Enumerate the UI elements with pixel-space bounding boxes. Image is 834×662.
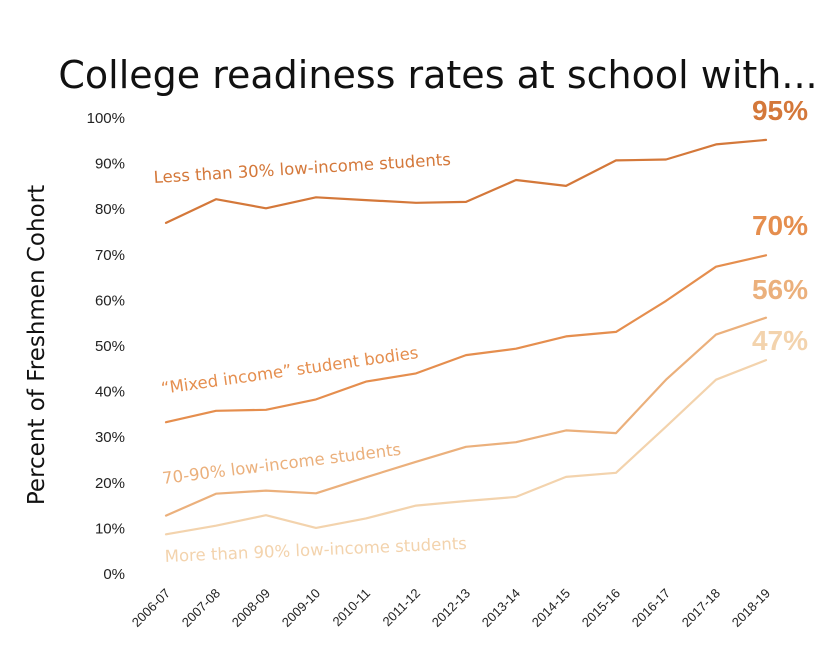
series-label-mixed-income: “Mixed income” student bodies <box>160 343 420 398</box>
x-tick-label: 2011-12 <box>379 586 423 630</box>
y-tick-label: 60% <box>95 292 125 309</box>
x-axis-ticks: 2006-07 2007-08 2008-09 2009-10 2010-11 2011-… <box>129 586 773 630</box>
y-tick-label: 10% <box>95 520 125 537</box>
series-label-70-90: 70-90% low-income students <box>161 440 402 488</box>
series-line-mixed-income <box>164 254 768 424</box>
y-tick-label: 80% <box>95 201 125 218</box>
end-value-label-more-than-90: 47% <box>752 325 808 356</box>
chart-title: College readiness rates at school with..… <box>58 53 817 97</box>
y-axis-ticks: 0% 10% 20% 30% 40% 50% 60% 70% 80% 90% 100% <box>87 110 125 583</box>
x-tick-label: 2012-13 <box>429 586 473 630</box>
y-tick-label: 100% <box>87 110 125 127</box>
x-tick-label: 2017-18 <box>679 586 723 630</box>
x-tick-label: 2007-08 <box>179 586 223 630</box>
x-tick-label: 2013-14 <box>479 586 523 630</box>
series-label-less-than-30: Less than 30% low-income students <box>153 150 451 187</box>
y-tick-label: 0% <box>103 566 125 583</box>
x-tick-label: 2018-19 <box>729 586 773 630</box>
end-value-label-70-90: 56% <box>752 274 808 305</box>
y-tick-label: 40% <box>95 384 125 401</box>
series-line-less-than-30 <box>164 138 768 224</box>
series-labels: Less than 30% low-income students “Mixed … <box>153 150 467 566</box>
y-tick-label: 20% <box>95 475 125 492</box>
y-tick-label: 50% <box>95 338 125 355</box>
series-label-more-than-90: More than 90% low-income students <box>164 534 467 566</box>
end-value-labels: 95% 70% 56% 47% <box>752 95 808 356</box>
y-tick-label: 70% <box>95 247 125 264</box>
x-tick-label: 2016-17 <box>629 586 673 630</box>
series-line-more-than-90 <box>164 359 768 536</box>
x-tick-label: 2009-10 <box>279 586 323 630</box>
x-tick-label: 2014-15 <box>529 586 573 630</box>
y-tick-label: 90% <box>95 156 125 173</box>
x-tick-label: 2010-11 <box>329 586 373 630</box>
series-lines <box>164 138 768 536</box>
x-tick-label: 2015-16 <box>579 586 623 630</box>
y-axis-label: Percent of Freshmen Cohort <box>24 185 50 505</box>
y-tick-label: 30% <box>95 429 125 446</box>
series-line-70-90 <box>164 316 768 517</box>
x-tick-label: 2008-09 <box>229 586 273 630</box>
end-value-label-less-than-30: 95% <box>752 95 808 126</box>
end-value-label-mixed-income: 70% <box>752 210 808 241</box>
x-tick-label: 2006-07 <box>129 586 173 630</box>
